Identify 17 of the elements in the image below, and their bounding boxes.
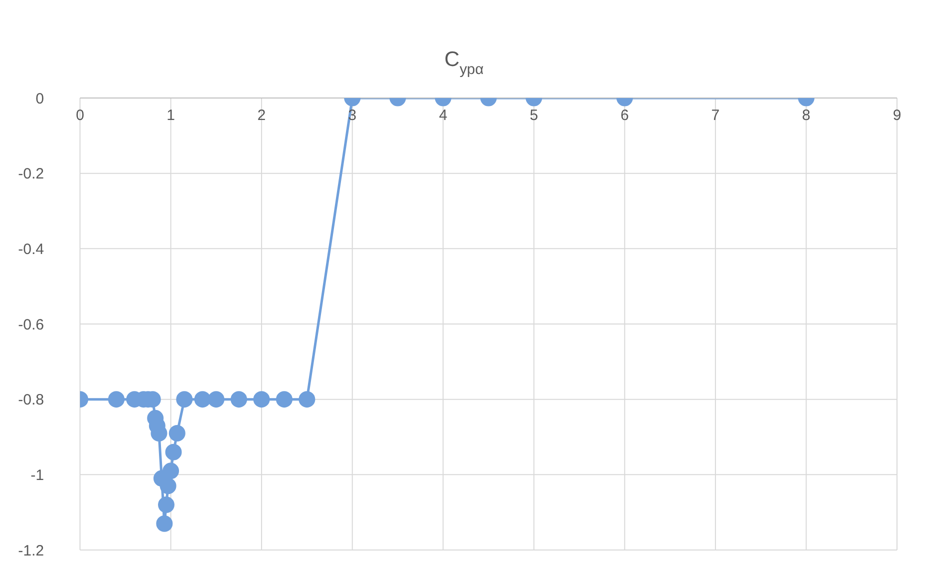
chart-title: C$_{ypα}$ xyxy=(444,48,484,78)
x-tick-label: 0 xyxy=(76,107,84,124)
x-tick-label: 6 xyxy=(620,107,629,124)
x-tick-label: 1 xyxy=(166,107,175,124)
y-tick-label: 0 xyxy=(36,90,44,108)
x-tick-label: 4 xyxy=(438,107,448,124)
y-tick-label: -0.6 xyxy=(18,316,44,334)
y-tick-label: -0.8 xyxy=(18,392,44,409)
y-tick-label: -0.4 xyxy=(18,240,44,258)
x-tick-label: 9 xyxy=(892,107,902,124)
y-tick-label: -0.2 xyxy=(18,166,44,183)
x-tick-label: 5 xyxy=(530,107,538,124)
x-tick-label: 7 xyxy=(711,107,720,124)
y-tick-label: -1 xyxy=(30,466,44,484)
x-tick-label: 8 xyxy=(802,107,810,124)
y-tick-label: -1.2 xyxy=(18,542,44,560)
x-tick-label: 2 xyxy=(257,107,266,124)
